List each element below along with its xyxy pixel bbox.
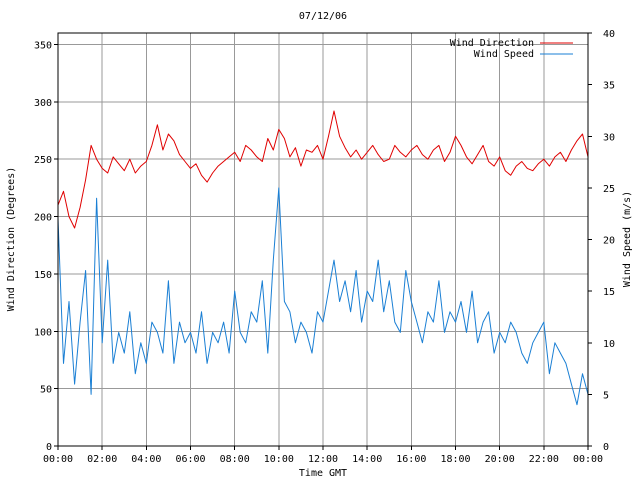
chart-title: 07/12/06 <box>299 11 347 22</box>
y-right-tick-label: 0 <box>603 442 609 453</box>
series-line-wind-speed <box>57 187 589 406</box>
y-left-tick-label: 350 <box>34 40 52 51</box>
legend-label-wind-speed: Wind Speed <box>474 49 534 60</box>
tick-layer <box>54 32 592 450</box>
x-tick-label: 16:00 <box>396 454 426 465</box>
y-right-tick-label: 20 <box>603 236 615 247</box>
y-axis-left-label: Wind Direction (Degrees) <box>6 167 17 312</box>
y-left-tick-label: 250 <box>34 155 52 166</box>
y-axis-right-label: Wind Speed (m/s) <box>622 191 633 287</box>
y-right-tick-label: 10 <box>603 339 615 350</box>
legend: Wind Direction Wind Speed <box>450 38 573 60</box>
y-left-tick-label: 300 <box>34 98 52 109</box>
series-layer <box>57 110 589 406</box>
x-tick-label: 18:00 <box>440 454 470 465</box>
grid-layer <box>58 33 588 446</box>
x-tick-label: 12:00 <box>308 454 338 465</box>
y-left-tick-label: 50 <box>40 385 52 396</box>
x-tick-label: 10:00 <box>264 454 294 465</box>
y-left-tick-label: 0 <box>46 442 52 453</box>
x-tick-label: 22:00 <box>529 454 559 465</box>
tick-label-layer: 00:00 02:00 04:00 06:00 08:00 10:00 12:00 14:00… <box>34 29 615 465</box>
legend-label-wind-direction: Wind Direction <box>450 38 534 49</box>
x-tick-label: 08:00 <box>220 454 250 465</box>
x-tick-label: 14:00 <box>352 454 382 465</box>
y-right-tick-label: 15 <box>603 287 615 298</box>
y-right-tick-label: 40 <box>603 29 615 40</box>
y-left-tick-label: 100 <box>34 327 52 338</box>
x-tick-label: 02:00 <box>87 454 117 465</box>
x-tick-label: 00:00 <box>43 454 73 465</box>
y-right-tick-label: 25 <box>603 184 615 195</box>
x-tick-label: 06:00 <box>175 454 205 465</box>
x-tick-label: 04:00 <box>131 454 161 465</box>
y-right-tick-label: 5 <box>603 390 609 401</box>
x-axis-label: Time GMT <box>299 468 347 479</box>
series-line-wind-direction <box>57 110 589 229</box>
y-right-tick-label: 35 <box>603 81 615 92</box>
y-left-tick-label: 200 <box>34 213 52 224</box>
x-tick-label: 20:00 <box>485 454 515 465</box>
y-left-tick-label: 150 <box>34 270 52 281</box>
x-tick-label: 00:00 <box>573 454 603 465</box>
y-right-tick-label: 30 <box>603 132 615 143</box>
